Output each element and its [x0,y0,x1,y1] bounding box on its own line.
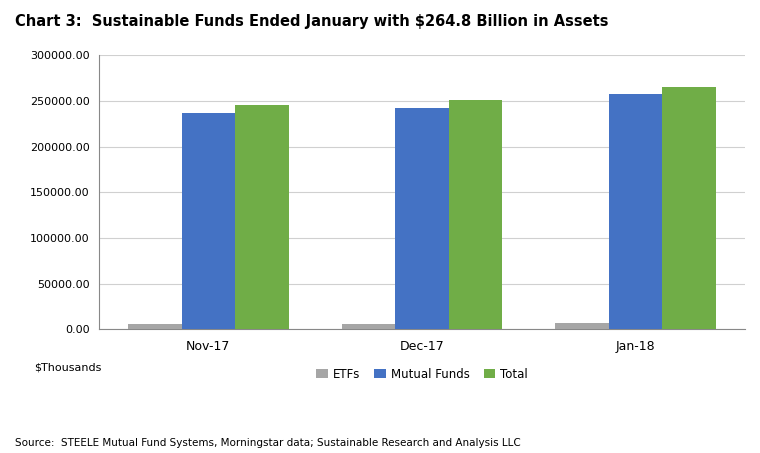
Bar [235,105,289,329]
Text: Source:  STEELE Mutual Fund Systems, Morningstar data; Sustainable Research and : Source: STEELE Mutual Fund Systems, Morn… [15,439,521,448]
Bar [662,87,716,329]
Bar [182,113,235,329]
Bar [128,324,182,329]
Text: $Thousands: $Thousands [34,362,102,372]
Bar [609,94,662,329]
Bar [342,324,395,329]
Bar [556,323,609,329]
Bar [448,101,502,329]
Bar [395,108,448,329]
Text: Chart 3:  Sustainable Funds Ended January with $264.8 Billion in Assets: Chart 3: Sustainable Funds Ended January… [15,14,609,29]
Legend: ETFs, Mutual Funds, Total: ETFs, Mutual Funds, Total [312,363,533,385]
